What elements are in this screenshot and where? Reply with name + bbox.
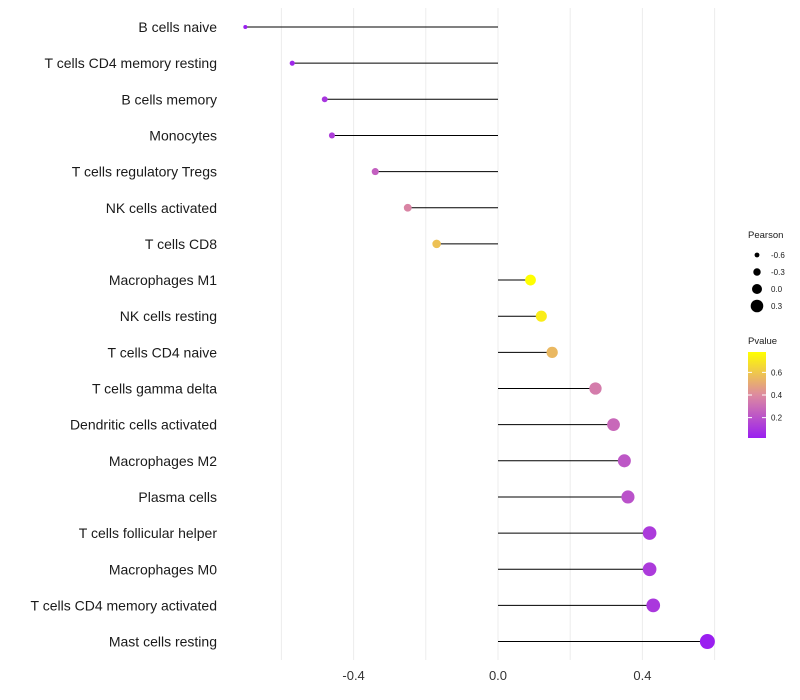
colorbar <box>748 352 766 438</box>
point <box>321 96 328 103</box>
size-legend-title: Pearson <box>748 230 783 241</box>
x-tick-label: 0.0 <box>489 668 507 683</box>
size-legend-label: -0.3 <box>771 268 785 277</box>
point <box>432 239 441 249</box>
color-legend-label: 0.2 <box>771 414 783 423</box>
point <box>403 203 412 212</box>
size-legend-label: 0.3 <box>771 302 783 311</box>
point <box>642 526 657 540</box>
point <box>642 562 657 577</box>
x-tick-label: 0.4 <box>633 668 651 683</box>
segments <box>245 26 708 643</box>
point <box>525 274 536 286</box>
y-label: T cells CD4 memory activated <box>31 597 217 613</box>
size-legend-dot <box>750 299 764 313</box>
y-axis-labels: B cells naive T cells CD4 memory resting B… <box>31 19 218 650</box>
size-legend-dot <box>753 268 761 276</box>
y-label: T cells follicular helper <box>79 525 218 541</box>
y-label: NK cells activated <box>106 200 217 216</box>
point <box>607 418 620 432</box>
y-label: Plasma cells <box>138 489 217 505</box>
y-label: T cells regulatory Tregs <box>72 164 217 180</box>
color-legend-title: Pvalue <box>748 336 777 347</box>
color-legend-keys: 0.2 0.4 0.6 <box>748 368 783 423</box>
point <box>289 60 295 66</box>
point <box>621 490 635 504</box>
y-label: Macrophages M2 <box>109 453 217 469</box>
grid-lines <box>280 8 716 660</box>
point <box>328 132 335 139</box>
y-label: Mast cells resting <box>109 634 217 650</box>
point <box>617 454 631 468</box>
point <box>371 168 379 176</box>
x-axis-ticks: -0.4 0.0 0.4 <box>342 668 651 683</box>
y-label: Dendritic cells activated <box>70 417 217 433</box>
size-legend-label: -0.6 <box>771 251 785 260</box>
point <box>646 598 661 613</box>
size-legend-dot <box>751 283 763 295</box>
y-label: T cells CD8 <box>145 236 217 252</box>
color-legend-label: 0.6 <box>771 368 783 377</box>
y-label: B cells naive <box>138 19 217 35</box>
y-label: T cells gamma delta <box>92 381 217 397</box>
point <box>535 310 547 322</box>
size-legend-label: 0.0 <box>771 285 783 294</box>
y-label: T cells CD4 naive <box>108 344 218 360</box>
point <box>546 346 558 359</box>
size-legend-keys: -0.6 -0.3 0.0 0.3 <box>750 251 785 313</box>
y-label: Macrophages M0 <box>109 561 217 577</box>
points <box>243 25 715 650</box>
point <box>243 25 248 29</box>
legend: Pearson -0.6 -0.3 0.0 0.3 Pvalue 0.2 0.4 0.6 <box>748 230 785 438</box>
y-label: B cells memory <box>121 91 217 107</box>
y-label: T cells CD4 memory resting <box>45 55 217 71</box>
x-tick-label: -0.4 <box>342 668 364 683</box>
y-label: Macrophages M1 <box>109 272 217 288</box>
size-legend-dot <box>754 252 760 258</box>
y-label: NK cells resting <box>120 308 217 324</box>
point <box>589 382 602 395</box>
y-label: Monocytes <box>149 127 217 143</box>
color-legend-label: 0.4 <box>771 391 783 400</box>
point <box>699 634 715 650</box>
